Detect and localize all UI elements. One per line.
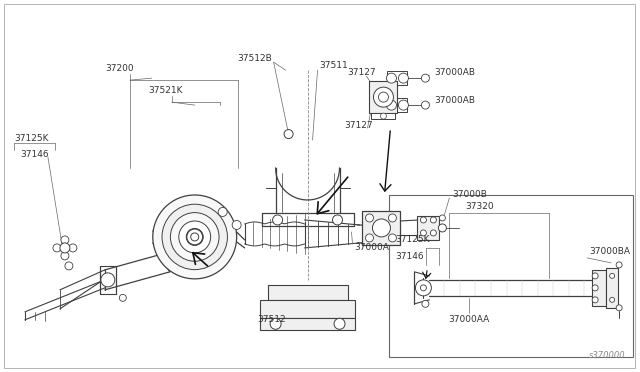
Circle shape xyxy=(232,221,241,230)
Text: 37146: 37146 xyxy=(396,252,424,262)
Circle shape xyxy=(430,230,436,236)
Text: 37512: 37512 xyxy=(258,315,286,324)
Circle shape xyxy=(387,73,396,83)
Circle shape xyxy=(365,234,374,242)
Text: 37000AA: 37000AA xyxy=(449,315,490,324)
Circle shape xyxy=(399,100,408,110)
Bar xyxy=(417,216,440,240)
Circle shape xyxy=(187,229,203,245)
Circle shape xyxy=(65,262,73,270)
Bar xyxy=(260,300,355,318)
Circle shape xyxy=(592,273,598,279)
Circle shape xyxy=(592,297,598,303)
Text: 37125K: 37125K xyxy=(396,235,430,244)
Circle shape xyxy=(119,294,126,301)
Circle shape xyxy=(191,233,199,241)
Bar xyxy=(387,71,408,85)
Circle shape xyxy=(440,215,445,221)
Bar xyxy=(371,113,396,119)
Text: 37511: 37511 xyxy=(319,61,348,70)
Text: 37000A: 37000A xyxy=(355,243,389,253)
Circle shape xyxy=(422,300,429,307)
Circle shape xyxy=(69,244,77,252)
Circle shape xyxy=(365,214,374,222)
Text: 37512B: 37512B xyxy=(237,54,273,62)
Circle shape xyxy=(179,221,211,253)
Circle shape xyxy=(153,195,237,279)
Text: 37127: 37127 xyxy=(344,121,373,129)
Bar xyxy=(268,285,348,300)
Circle shape xyxy=(218,208,227,217)
Circle shape xyxy=(592,285,598,291)
Bar xyxy=(260,318,355,330)
Circle shape xyxy=(60,243,70,253)
Circle shape xyxy=(387,100,396,110)
Text: 37146: 37146 xyxy=(20,150,49,158)
Circle shape xyxy=(388,234,396,242)
Circle shape xyxy=(270,318,281,329)
Circle shape xyxy=(420,285,426,291)
Circle shape xyxy=(380,113,387,119)
Circle shape xyxy=(334,318,345,329)
Circle shape xyxy=(170,213,219,261)
Circle shape xyxy=(421,74,429,82)
Text: 37125K: 37125K xyxy=(14,134,49,142)
Circle shape xyxy=(399,73,408,83)
Text: 37000AB: 37000AB xyxy=(435,96,476,105)
Circle shape xyxy=(372,219,390,237)
Circle shape xyxy=(101,273,115,287)
Bar xyxy=(390,195,633,357)
Circle shape xyxy=(415,280,431,296)
Text: 37000AB: 37000AB xyxy=(435,68,476,77)
Circle shape xyxy=(374,87,394,107)
Text: 37320: 37320 xyxy=(465,202,493,211)
Circle shape xyxy=(420,230,426,236)
Bar xyxy=(387,98,408,112)
Text: 37200: 37200 xyxy=(105,64,134,73)
Circle shape xyxy=(421,101,429,109)
Text: 37127: 37127 xyxy=(348,68,376,77)
Circle shape xyxy=(333,215,342,225)
Bar xyxy=(369,81,397,113)
Bar xyxy=(592,270,606,306)
Circle shape xyxy=(616,305,622,311)
Circle shape xyxy=(61,252,69,260)
Circle shape xyxy=(162,204,227,270)
Text: 37000B: 37000B xyxy=(452,190,487,199)
Circle shape xyxy=(378,92,388,102)
Circle shape xyxy=(284,129,293,138)
Circle shape xyxy=(61,236,69,244)
Circle shape xyxy=(186,228,203,245)
Circle shape xyxy=(273,215,283,225)
Text: s370000: s370000 xyxy=(589,351,625,360)
Circle shape xyxy=(430,217,436,223)
Circle shape xyxy=(610,297,614,302)
Circle shape xyxy=(388,214,396,222)
Bar xyxy=(606,268,618,308)
Bar xyxy=(362,211,401,245)
Circle shape xyxy=(610,273,614,278)
Text: 37521K: 37521K xyxy=(148,86,182,94)
Circle shape xyxy=(53,244,61,252)
Circle shape xyxy=(438,224,446,232)
Circle shape xyxy=(616,262,622,268)
Circle shape xyxy=(420,217,426,223)
Text: 37000BA: 37000BA xyxy=(589,247,630,256)
